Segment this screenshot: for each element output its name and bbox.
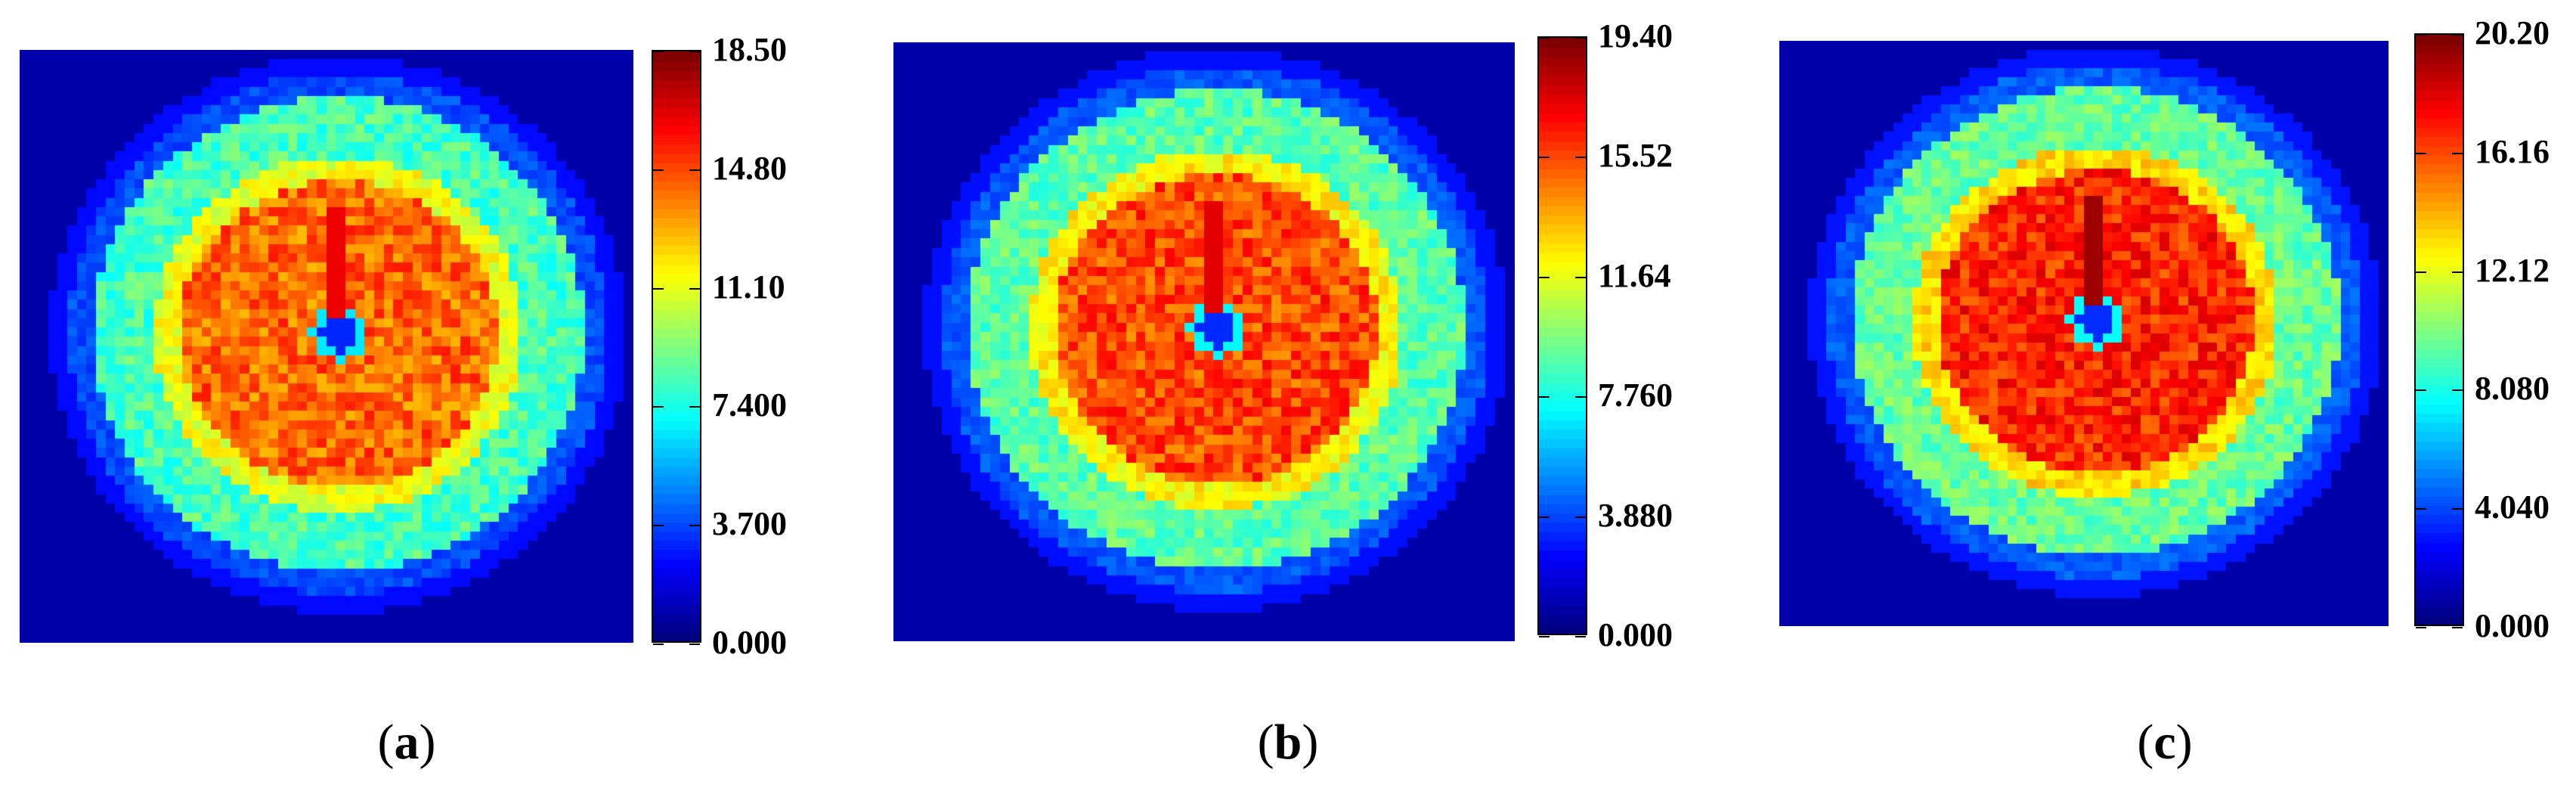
colorbar-tick-mark-c-2 — [2452, 389, 2463, 392]
colorbar-gradient-c — [2416, 35, 2463, 625]
colorbar-a — [652, 50, 701, 645]
colorbar-tick-label-c-3: 12.12 — [2475, 251, 2550, 289]
colorbar-tick-label-c-4: 16.16 — [2475, 132, 2550, 170]
colorbar-tick-mark-a-2 — [689, 406, 700, 408]
colorbar-tick-mark-b-0 — [1575, 636, 1586, 637]
colorbar-tick-label-c-5: 20.20 — [2475, 14, 2550, 51]
colorbar-tick-mark-a-0 — [653, 644, 664, 645]
heatmap-a — [20, 50, 633, 643]
colorbar-tick-label-b-2: 7.760 — [1598, 377, 1673, 414]
caption-b: (b) — [1257, 715, 1319, 770]
colorbar-c — [2414, 33, 2464, 628]
colorbar-tick-mark-b-4 — [1539, 157, 1550, 159]
colorbar-tick-label-c-2: 8.080 — [2475, 370, 2550, 408]
colorbar-b — [1537, 36, 1587, 637]
colorbar-tick-mark-a-1 — [689, 525, 700, 527]
colorbar-tick-mark-b-3 — [1575, 276, 1586, 278]
colorbar-tick-mark-a-3 — [653, 287, 664, 290]
colorbar-gradient-a — [653, 51, 700, 641]
colorbar-tick-label-a-5: 18.50 — [712, 31, 787, 68]
colorbar-tick-mark-c-3 — [2416, 271, 2426, 273]
colorbar-tick-mark-a-5 — [689, 51, 700, 52]
colorbar-tick-mark-a-4 — [653, 169, 664, 171]
colorbar-tick-mark-b-5 — [1575, 37, 1586, 39]
colorbar-gradient-b — [1539, 38, 1586, 634]
colorbar-tick-mark-b-1 — [1539, 516, 1550, 518]
colorbar-tick-mark-a-2 — [653, 406, 664, 408]
colorbar-tick-mark-c-3 — [2452, 271, 2463, 273]
colorbar-tick-label-a-3: 11.10 — [712, 268, 785, 306]
colorbar-tick-mark-c-2 — [2416, 389, 2426, 392]
colorbar-tick-label-c-0: 0.000 — [2475, 607, 2550, 644]
colorbar-tick-label-b-5: 19.40 — [1598, 17, 1673, 54]
colorbar-tick-mark-c-0 — [2416, 627, 2426, 628]
colorbar-tick-label-b-0: 0.000 — [1598, 616, 1673, 653]
colorbar-tick-label-c-1: 4.040 — [2475, 488, 2550, 526]
colorbar-tick-label-a-1: 3.700 — [712, 505, 787, 543]
heatmap-c — [1779, 41, 2389, 626]
colorbar-tick-mark-c-1 — [2452, 508, 2463, 510]
colorbar-tick-mark-c-1 — [2416, 508, 2426, 510]
caption-a: (a) — [377, 715, 436, 770]
heatmap-b — [893, 42, 1515, 641]
colorbar-tick-mark-a-1 — [653, 525, 664, 527]
colorbar-tick-mark-a-5 — [653, 51, 664, 52]
colorbar-tick-mark-b-0 — [1539, 636, 1550, 637]
colorbar-tick-mark-b-2 — [1575, 396, 1586, 399]
colorbar-tick-mark-c-0 — [2452, 627, 2463, 628]
colorbar-tick-mark-c-5 — [2452, 34, 2463, 36]
colorbar-tick-mark-b-1 — [1575, 516, 1586, 518]
colorbar-tick-label-b-1: 3.880 — [1598, 496, 1673, 534]
colorbar-tick-label-a-0: 0.000 — [712, 624, 787, 661]
colorbar-tick-mark-a-0 — [689, 644, 700, 645]
colorbar-tick-mark-c-4 — [2416, 152, 2426, 154]
caption-c: (c) — [2137, 715, 2193, 770]
colorbar-tick-mark-b-5 — [1539, 37, 1550, 39]
colorbar-tick-mark-b-2 — [1539, 396, 1550, 399]
colorbar-tick-label-b-3: 11.64 — [1598, 256, 1671, 294]
colorbar-tick-mark-a-4 — [689, 169, 700, 171]
colorbar-tick-mark-a-3 — [689, 287, 700, 290]
colorbar-tick-label-b-4: 15.52 — [1598, 137, 1673, 175]
colorbar-tick-label-a-2: 7.400 — [712, 386, 787, 424]
colorbar-tick-mark-b-4 — [1575, 157, 1586, 159]
colorbar-tick-mark-b-3 — [1539, 276, 1550, 278]
colorbar-tick-label-a-4: 14.80 — [712, 149, 787, 187]
colorbar-tick-mark-c-5 — [2416, 34, 2426, 36]
colorbar-tick-mark-c-4 — [2452, 152, 2463, 154]
